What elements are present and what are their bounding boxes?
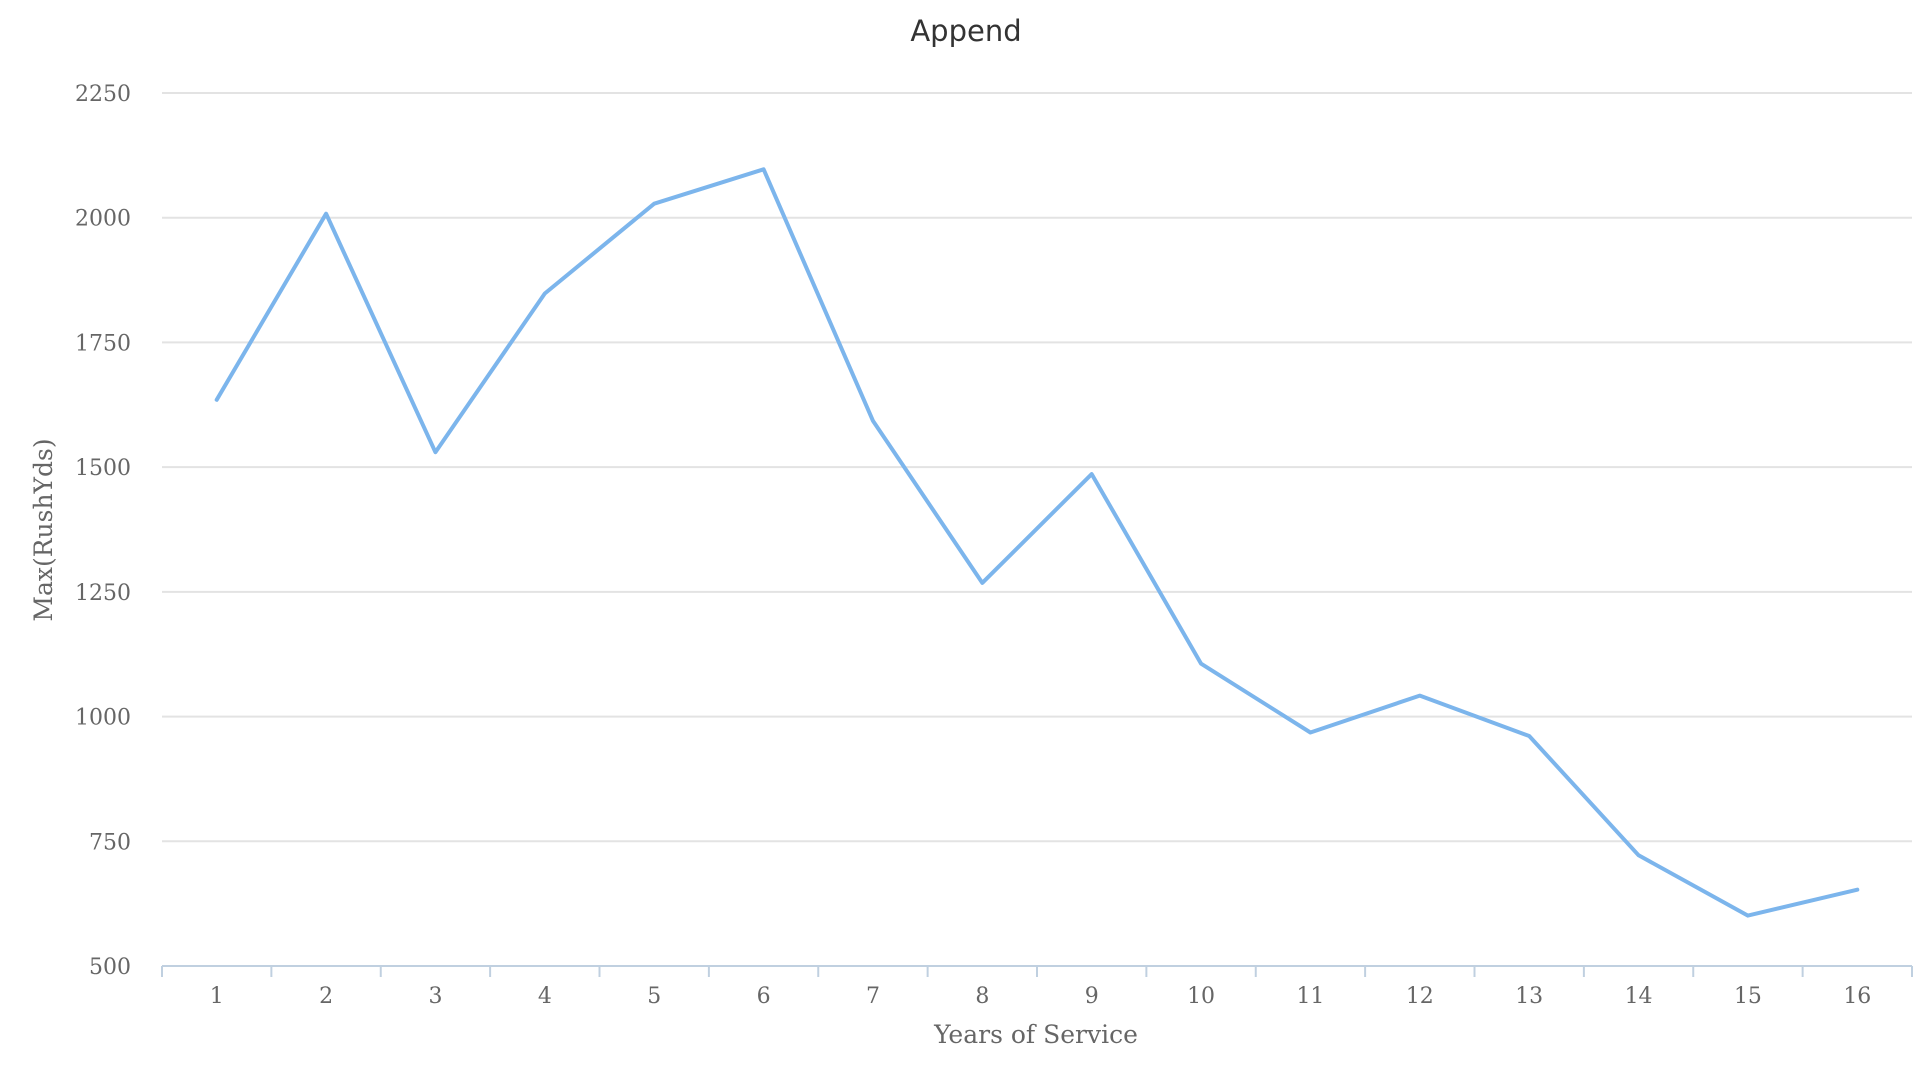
data-point[interactable] (974, 575, 990, 591)
y-tick-label: 2250 (75, 82, 131, 107)
x-tick-label: 3 (428, 984, 442, 1009)
data-point[interactable] (1631, 847, 1647, 863)
data-point[interactable] (537, 286, 553, 302)
x-axis-title: Years of Service (933, 1020, 1138, 1049)
x-tick-label: 13 (1515, 984, 1543, 1009)
data-point[interactable] (1302, 725, 1318, 741)
y-axis-tick-labels: 500 750 1000 1250 1500 1750 2000 2250 (75, 82, 131, 980)
y-tick-label: 1000 (75, 706, 131, 731)
data-point[interactable] (1849, 882, 1865, 898)
x-axis-ticks: 1 2 3 4 5 6 7 8 9 10 11 12 13 14 15 16 (161, 966, 1913, 1009)
x-tick-label: 12 (1406, 984, 1434, 1009)
data-point[interactable] (1084, 466, 1100, 482)
series-line (214, 167, 1860, 918)
grid-lines (162, 92, 1912, 843)
data-point[interactable] (427, 444, 443, 460)
y-tick-label: 1500 (75, 456, 131, 481)
x-tick-label: 15 (1734, 984, 1762, 1009)
x-tick-label: 4 (538, 984, 552, 1009)
x-tick-label: 14 (1625, 984, 1653, 1009)
y-tick-label: 1250 (75, 581, 131, 606)
data-point[interactable] (756, 161, 772, 177)
series-group (209, 161, 1865, 924)
data-point[interactable] (865, 413, 881, 429)
x-tick-label: 5 (647, 984, 661, 1009)
y-axis-title: Max(RushYds) (29, 438, 58, 621)
x-tick-label: 8 (975, 984, 989, 1009)
y-tick-label: 2000 (75, 207, 131, 232)
chart-title: Append (910, 14, 1021, 48)
x-tick-label: 10 (1187, 984, 1215, 1009)
data-point[interactable] (1412, 688, 1428, 704)
x-tick-label: 9 (1085, 984, 1099, 1009)
x-tick-label: 2 (319, 984, 333, 1009)
data-point[interactable] (646, 196, 662, 212)
x-tick-label: 6 (757, 984, 771, 1009)
data-point[interactable] (1193, 656, 1209, 672)
data-point[interactable] (318, 206, 334, 222)
data-point[interactable] (1740, 908, 1756, 924)
x-tick-label: 11 (1296, 984, 1324, 1009)
y-tick-label: 1750 (75, 331, 131, 356)
x-tick-label: 16 (1843, 984, 1871, 1009)
y-tick-label: 750 (89, 830, 131, 855)
x-tick-label: 1 (210, 984, 224, 1009)
data-point[interactable] (1521, 728, 1537, 744)
data-point[interactable] (209, 392, 225, 408)
y-tick-label: 500 (89, 955, 131, 980)
x-tick-label: 7 (866, 984, 880, 1009)
